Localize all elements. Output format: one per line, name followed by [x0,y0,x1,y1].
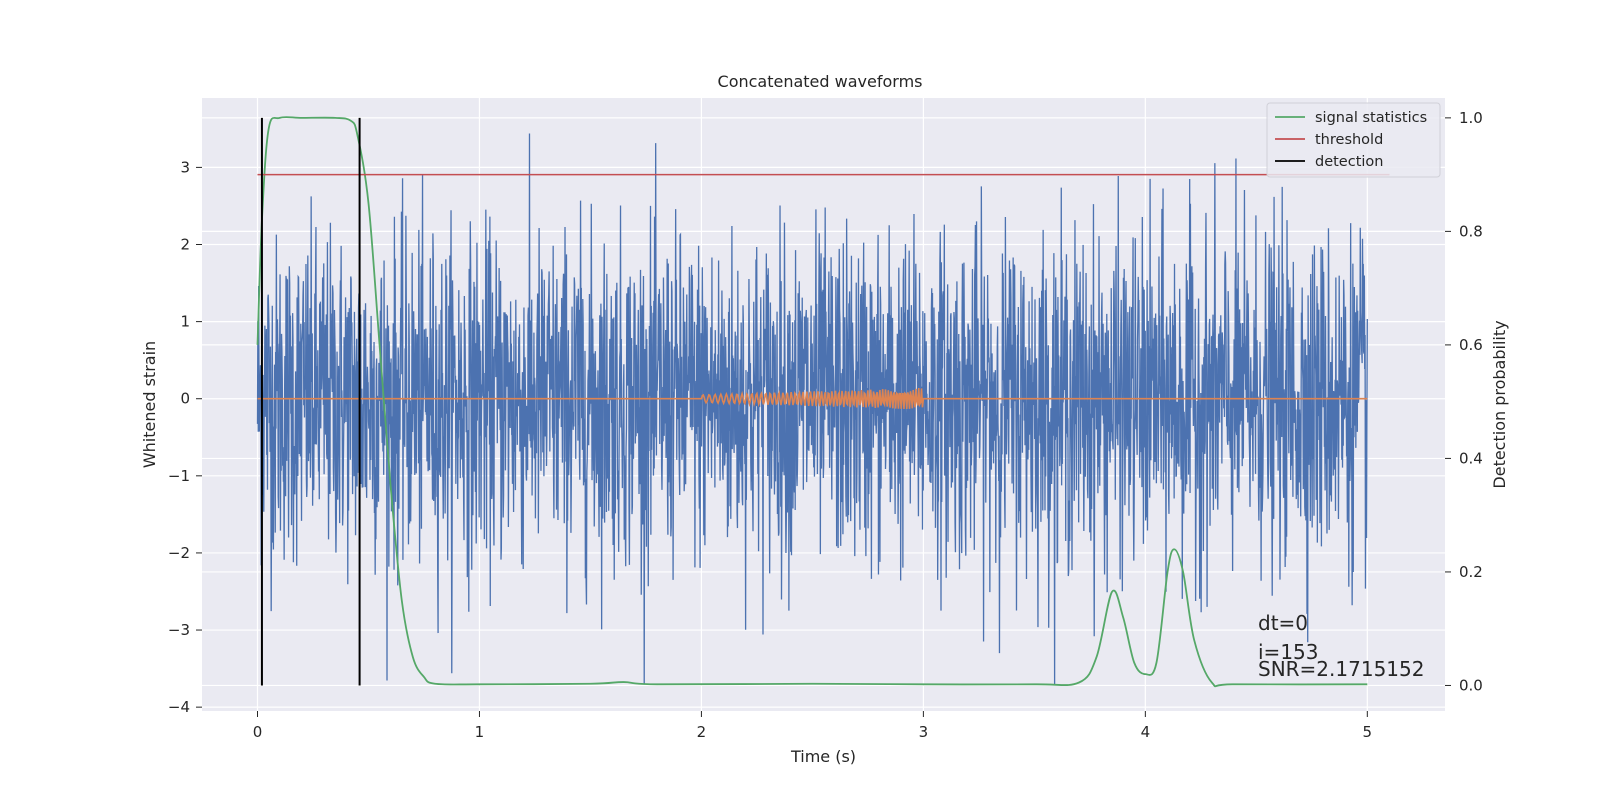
y-axis-left-title: Whitened strain [140,341,159,468]
legend-label: signal statistics [1315,110,1427,126]
y-right-tick-label: 0.0 [1459,676,1483,694]
y-axis-right: 1.0 0.8 0.6 0.4 0.2 0.0 [1445,109,1483,694]
x-tick-label: 5 [1363,723,1373,741]
chart-title: Concatenated waveforms [718,72,923,91]
y-left-tick-label: 0 [180,390,190,408]
annotation-i: i=153 [1258,640,1319,664]
y-right-tick-label: 0.6 [1459,336,1483,354]
x-tick-label: 0 [253,723,263,741]
y-left-tick-label: −4 [168,698,190,716]
series-layer [256,116,1390,688]
y-left-tick-label: 3 [180,158,190,176]
x-tick-label: 3 [919,723,929,741]
x-tick-label: 4 [1141,723,1151,741]
annotations: dt=0 i=153 SNR=2.1715152 [1258,611,1424,681]
annotation-dt: dt=0 [1258,611,1308,635]
y-right-tick-label: 0.4 [1459,449,1483,467]
series-signal-statistics-line [256,116,1368,688]
x-tick-label: 2 [697,723,707,741]
series-injected-waveform-line [257,388,1368,409]
y-left-tick-label: 2 [180,236,190,254]
x-axis: 0 1 2 3 4 5 [253,711,1372,741]
y-axis-left: 3 2 1 0 −1 −2 −3 −4 [168,158,202,716]
legend: signal statistics threshold detection [1266,102,1441,178]
y-left-tick-label: −2 [168,544,190,562]
series-whitened-strain-line [256,133,1368,685]
legend-box [1266,102,1441,178]
x-axis-title: Time (s) [790,747,856,766]
y-left-tick-label: −3 [168,621,190,639]
annotation-snr: SNR=2.1715152 [1258,657,1424,681]
legend-label: detection [1315,154,1383,170]
y-right-tick-label: 1.0 [1459,109,1483,127]
y-axis-right-title: Detection probability [1490,320,1509,488]
y-left-tick-label: 1 [180,313,190,331]
legend-label: threshold [1315,132,1383,148]
x-tick-label: 1 [475,723,485,741]
y-left-tick-label: −1 [168,467,190,485]
y-right-tick-label: 0.2 [1459,563,1483,581]
y-right-tick-label: 0.8 [1459,222,1483,240]
